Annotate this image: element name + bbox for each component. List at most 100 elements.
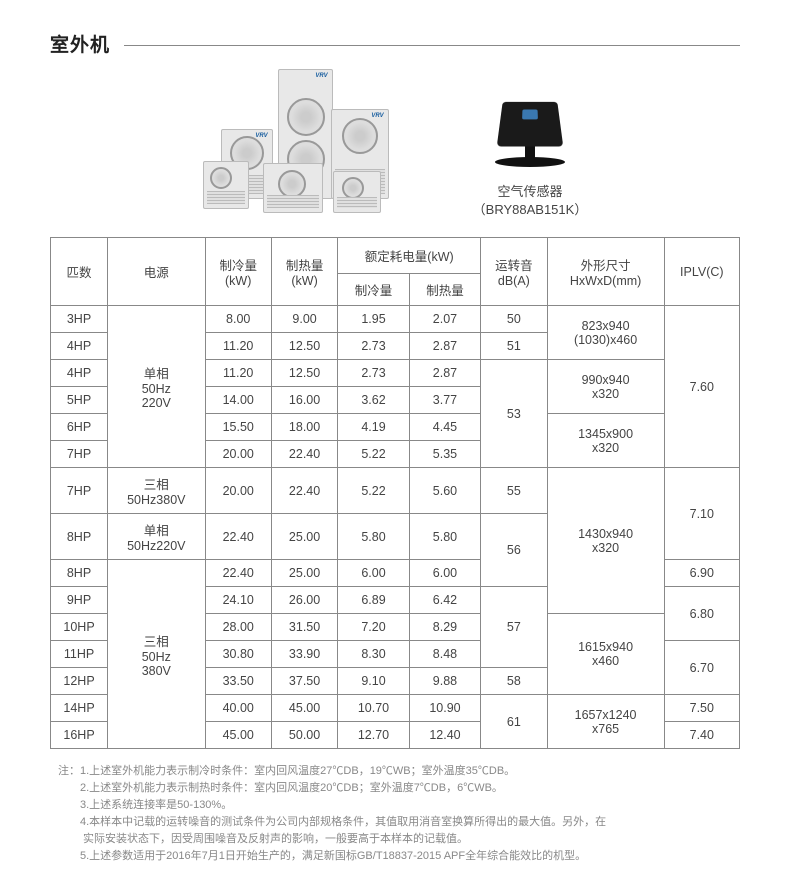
sensor-icon xyxy=(485,85,575,175)
cell: 5.22 xyxy=(338,441,409,468)
cell: 26.00 xyxy=(271,587,337,614)
table-row: 3HP 单相 50Hz 220V 8.00 9.00 1.95 2.07 50 … xyxy=(51,306,740,333)
cell: 10.90 xyxy=(409,695,480,722)
section-title: 室外机 xyxy=(50,30,740,57)
th-hp: 匹数 xyxy=(51,238,108,306)
note-line: 3.上述系统连接率是50-130%。 xyxy=(80,799,232,811)
cell: 11.20 xyxy=(205,360,271,387)
outdoor-units-image: VRV VRV VRV xyxy=(203,69,393,219)
cell: 2.73 xyxy=(338,333,409,360)
cell-iplv: 6.70 xyxy=(664,641,739,695)
cell: 2.07 xyxy=(409,306,480,333)
cell: 14.00 xyxy=(205,387,271,414)
th-heating: 制热量 (kW) xyxy=(271,238,337,306)
cell-db: 53 xyxy=(481,360,547,468)
cell-power: 单相 50Hz 220V xyxy=(108,306,205,468)
cell: 50.00 xyxy=(271,722,337,749)
cell-iplv: 6.80 xyxy=(664,587,739,641)
cell: 28.00 xyxy=(205,614,271,641)
cell: 58 xyxy=(481,668,547,695)
cell-db: 56 xyxy=(481,514,547,587)
cell: 8.48 xyxy=(409,641,480,668)
th-dim: 外形尺寸 HxWxD(mm) xyxy=(547,238,664,306)
cell-db: 61 xyxy=(481,695,547,749)
cell: 25.00 xyxy=(271,560,337,587)
cell-dim: 1615x940 x460 xyxy=(547,614,664,695)
cell: 45.00 xyxy=(271,695,337,722)
th-rated-cool: 制冷量 xyxy=(338,274,409,306)
cell: 25.00 xyxy=(271,514,337,560)
footnotes: 注：1.上述室外机能力表示制冷时条件：室内回风温度27℃DB，19℃WB；室外温… xyxy=(50,763,740,865)
cell: 45.00 xyxy=(205,722,271,749)
cell: 31.50 xyxy=(271,614,337,641)
cell: 24.10 xyxy=(205,587,271,614)
title-line xyxy=(124,45,740,46)
cell: 11HP xyxy=(51,641,108,668)
cell: 9.00 xyxy=(271,306,337,333)
cell: 40.00 xyxy=(205,695,271,722)
cell: 7.20 xyxy=(338,614,409,641)
cell-dim: 990x940 x320 xyxy=(547,360,664,414)
cell-power: 单相 50Hz220V xyxy=(108,514,205,560)
cell-iplv: 6.90 xyxy=(664,560,739,587)
cell: 10.70 xyxy=(338,695,409,722)
sensor-image-block: 空气传感器 （BRY88AB151K） xyxy=(473,85,588,219)
cell: 15.50 xyxy=(205,414,271,441)
cell: 20.00 xyxy=(205,441,271,468)
cell: 7HP xyxy=(51,441,108,468)
cell: 11.20 xyxy=(205,333,271,360)
table-row: 7HP 三相 50Hz380V 20.00 22.40 5.22 5.60 55… xyxy=(51,468,740,514)
cell: 2.87 xyxy=(409,333,480,360)
cell: 37.50 xyxy=(271,668,337,695)
cell: 4.19 xyxy=(338,414,409,441)
th-iplv: IPLV(C) xyxy=(664,238,739,306)
cell: 22.40 xyxy=(271,468,337,514)
cell: 8HP xyxy=(51,560,108,587)
cell: 22.40 xyxy=(205,560,271,587)
cell: 6.89 xyxy=(338,587,409,614)
th-rated-heat: 制热量 xyxy=(409,274,480,306)
cell: 9HP xyxy=(51,587,108,614)
cell: 9.88 xyxy=(409,668,480,695)
cell: 6.00 xyxy=(409,560,480,587)
cell: 12.50 xyxy=(271,360,337,387)
cell: 2.73 xyxy=(338,360,409,387)
note-line: 5.上述参数适用于2016年7月1日开始生产的，满足新国标GB/T18837-2… xyxy=(80,850,586,862)
cell: 12.40 xyxy=(409,722,480,749)
cell: 3.77 xyxy=(409,387,480,414)
th-power: 电源 xyxy=(108,238,205,306)
note-line: 1.上述室外机能力表示制冷时条件：室内回风温度27℃DB，19℃WB；室外温度3… xyxy=(80,765,515,777)
cell: 10HP xyxy=(51,614,108,641)
cell: 6.00 xyxy=(338,560,409,587)
note-line: 2.上述室外机能力表示制热时条件：室内回风温度20℃DB；室外温度7℃DB，6℃… xyxy=(80,782,503,794)
cell: 2.87 xyxy=(409,360,480,387)
cell: 9.10 xyxy=(338,668,409,695)
cell: 8.30 xyxy=(338,641,409,668)
cell: 22.40 xyxy=(271,441,337,468)
cell: 50 xyxy=(481,306,547,333)
cell: 33.90 xyxy=(271,641,337,668)
cell-power: 三相 50Hz 380V xyxy=(108,560,205,749)
cell: 3.62 xyxy=(338,387,409,414)
notes-label: 注： xyxy=(58,763,80,780)
cell: 8.00 xyxy=(205,306,271,333)
cell: 6.42 xyxy=(409,587,480,614)
th-noise: 运转音 dB(A) xyxy=(481,238,547,306)
cell: 5.22 xyxy=(338,468,409,514)
cell: 5.80 xyxy=(338,514,409,560)
cell: 4HP xyxy=(51,360,108,387)
sensor-model: （BRY88AB151K） xyxy=(473,201,588,219)
cell: 8HP xyxy=(51,514,108,560)
cell: 12.70 xyxy=(338,722,409,749)
cell: 51 xyxy=(481,333,547,360)
cell: 4HP xyxy=(51,333,108,360)
cell: 16HP xyxy=(51,722,108,749)
cell: 7HP xyxy=(51,468,108,514)
cell: 8.29 xyxy=(409,614,480,641)
cell: 4.45 xyxy=(409,414,480,441)
th-cooling: 制冷量 (kW) xyxy=(205,238,271,306)
cell: 5.35 xyxy=(409,441,480,468)
cell-dim: 1657x1240 x765 xyxy=(547,695,664,749)
cell: 55 xyxy=(481,468,547,514)
cell: 30.80 xyxy=(205,641,271,668)
